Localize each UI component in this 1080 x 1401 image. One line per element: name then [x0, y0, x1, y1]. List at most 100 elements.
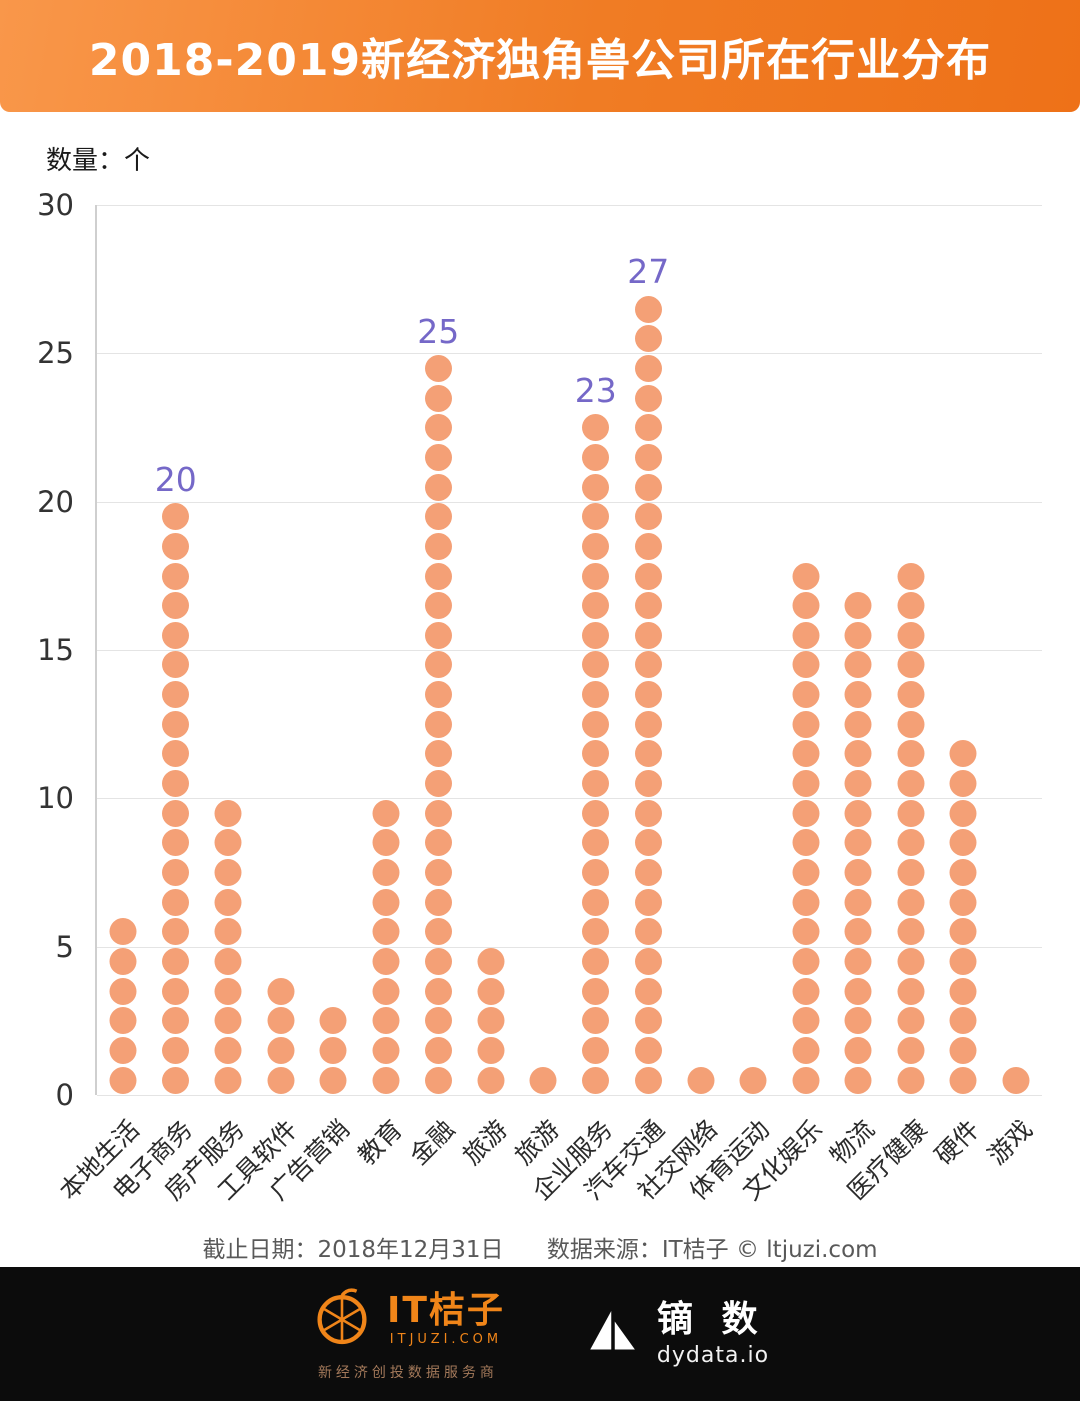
dot-cell — [792, 709, 820, 739]
dot-cell — [424, 680, 452, 710]
x-tick-label: 金融 — [404, 1114, 461, 1171]
dot-cell — [844, 1006, 872, 1036]
dot — [897, 740, 925, 768]
dot-cell — [109, 1036, 137, 1066]
value-label: 23 — [574, 370, 617, 410]
dot — [109, 1066, 137, 1094]
dot — [372, 977, 400, 1005]
dot — [162, 1007, 190, 1035]
dot-cell — [792, 828, 820, 858]
itjuzi-logo-row: IT桔子 ITJUZI.COM — [311, 1286, 505, 1352]
dot — [634, 1066, 662, 1094]
dot-cell — [424, 828, 452, 858]
dot-cell — [634, 294, 662, 324]
dot — [634, 829, 662, 857]
dot-cell — [949, 1036, 977, 1066]
dot — [162, 799, 190, 827]
dot-cell — [844, 709, 872, 739]
dydata-text: 镝 数 dydata.io — [657, 1300, 769, 1369]
itjuzi-wordmark: IT桔子 — [386, 1289, 505, 1331]
dot-cell — [424, 561, 452, 591]
dot — [949, 918, 977, 946]
dot — [949, 770, 977, 798]
dot — [844, 948, 872, 976]
dot — [477, 1066, 505, 1094]
dot — [844, 710, 872, 738]
dot-cell — [949, 858, 977, 888]
dot — [109, 948, 137, 976]
dot-cell — [634, 769, 662, 799]
dot-column — [319, 1006, 347, 1095]
dot — [162, 651, 190, 679]
dot — [162, 1066, 190, 1094]
dot-cell — [634, 858, 662, 888]
dot-cell — [897, 709, 925, 739]
dot — [529, 1066, 557, 1094]
dot-cell — [162, 887, 190, 917]
dot-cell — [424, 621, 452, 651]
dot — [634, 1007, 662, 1035]
dot-cell — [477, 947, 505, 977]
dot-cell — [634, 1065, 662, 1095]
dot-cell — [792, 858, 820, 888]
dot-cell — [582, 561, 610, 591]
dot-cell — [214, 1065, 242, 1095]
dot — [634, 888, 662, 916]
dot-cell — [897, 828, 925, 858]
dot-cell — [372, 887, 400, 917]
dot-cell — [162, 621, 190, 651]
dot — [582, 532, 610, 560]
dot-cell — [162, 917, 190, 947]
dot-cell — [319, 1065, 347, 1095]
dot-cell — [634, 472, 662, 502]
dot-cell — [949, 798, 977, 828]
dot-cell — [897, 591, 925, 621]
dot-cell — [162, 680, 190, 710]
dot-cell — [582, 709, 610, 739]
dydata-bird-icon — [585, 1304, 641, 1364]
dot — [792, 918, 820, 946]
dot — [844, 799, 872, 827]
page-title: 2018-2019新经济独角兽公司所在行业分布 — [88, 35, 992, 86]
dot-cell — [844, 1065, 872, 1095]
dot-cell — [634, 947, 662, 977]
dot — [897, 681, 925, 709]
dot — [634, 740, 662, 768]
dot-cell — [267, 1036, 295, 1066]
dot — [844, 1037, 872, 1065]
dot — [949, 888, 977, 916]
dot-cell — [634, 621, 662, 651]
dot-cell — [634, 650, 662, 680]
itjuzi-domain: ITJUZI.COM — [389, 1332, 503, 1348]
dot — [792, 859, 820, 887]
dot-cell — [582, 472, 610, 502]
dot-cell — [634, 354, 662, 384]
dot-cell — [844, 621, 872, 651]
dot-cell — [372, 798, 400, 828]
dot-cell — [897, 621, 925, 651]
y-tick-label: 25 — [37, 336, 74, 371]
dot-column — [529, 1065, 557, 1095]
dot — [792, 562, 820, 590]
dot-cell — [582, 621, 610, 651]
dot — [582, 1037, 610, 1065]
dot — [424, 1007, 452, 1035]
dot — [897, 829, 925, 857]
dot — [792, 888, 820, 916]
dot — [424, 859, 452, 887]
dot — [372, 829, 400, 857]
dot-cell — [477, 1065, 505, 1095]
dot-cell — [949, 769, 977, 799]
dot — [949, 1066, 977, 1094]
dot — [162, 977, 190, 1005]
dot — [897, 977, 925, 1005]
dot — [897, 799, 925, 827]
dot-cell — [424, 502, 452, 532]
dot-cell — [582, 1036, 610, 1066]
dot — [897, 651, 925, 679]
dot — [792, 948, 820, 976]
value-label: 20 — [154, 459, 197, 499]
itjuzi-tagline: 新经济创投数据服务商 — [317, 1365, 498, 1381]
dot-cell — [634, 561, 662, 591]
